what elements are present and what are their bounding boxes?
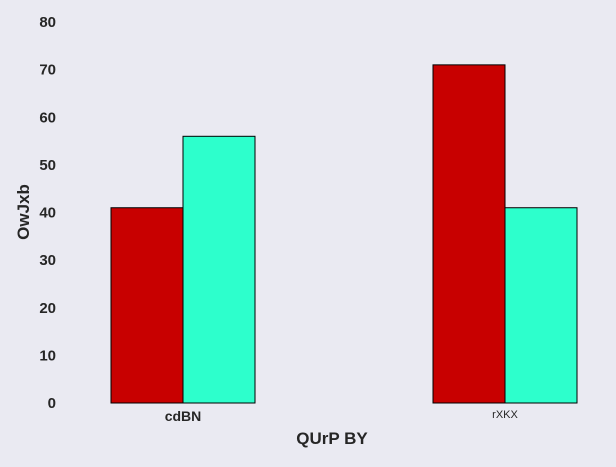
bar-cdbn-series-1 — [110, 207, 184, 404]
y-tick-label: 70 — [39, 62, 56, 79]
y-tick-labels: 0 10 20 30 40 50 60 70 80 — [39, 14, 56, 412]
y-tick-label: 0 — [48, 395, 56, 412]
y-tick-label: 50 — [39, 157, 56, 174]
bar-rxkx-series-1 — [432, 64, 506, 404]
y-tick-label: 80 — [39, 14, 56, 31]
y-tick-label: 10 — [39, 347, 56, 364]
x-tick-label-rxkx: rXKX — [492, 409, 518, 421]
x-tick-labels: cdBN rXKX — [165, 408, 519, 424]
bars-group — [110, 64, 578, 404]
bar-cdbn-series-2 — [182, 135, 256, 404]
y-axis-title: OwJxb — [14, 184, 33, 240]
y-tick-label: 60 — [39, 109, 56, 126]
x-tick-label-cdbn: cdBN — [165, 408, 202, 424]
x-axis-title: QUrP BY — [296, 429, 368, 448]
y-tick-label: 30 — [39, 252, 56, 269]
y-tick-label: 40 — [39, 205, 56, 222]
y-tick-label: 20 — [39, 300, 56, 317]
bar-rxkx-series-2 — [504, 207, 578, 404]
